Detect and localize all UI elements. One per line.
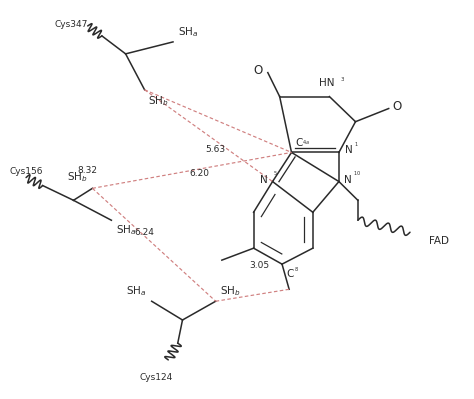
Text: 3.05: 3.05 <box>250 261 270 270</box>
Text: Cys347: Cys347 <box>55 20 88 29</box>
Text: SH$_b$: SH$_b$ <box>148 95 169 109</box>
Text: N: N <box>344 174 351 185</box>
Text: Cys156: Cys156 <box>9 167 43 176</box>
Text: SH$_a$: SH$_a$ <box>178 25 198 39</box>
Text: 5.63: 5.63 <box>206 145 226 154</box>
Text: N: N <box>345 145 352 156</box>
Text: SH$_a$: SH$_a$ <box>127 284 147 298</box>
Text: $^{10}$: $^{10}$ <box>353 171 361 177</box>
Text: N: N <box>260 174 268 185</box>
Text: O: O <box>254 64 263 77</box>
Text: C: C <box>295 138 303 148</box>
Text: 6.24: 6.24 <box>135 228 155 237</box>
Text: $^3$: $^3$ <box>340 76 345 85</box>
Text: $^5$: $^5$ <box>273 171 278 177</box>
Text: $^1$: $^1$ <box>354 142 359 148</box>
Text: $^8$: $^8$ <box>294 266 299 272</box>
Text: O: O <box>392 100 402 113</box>
Text: SH$_b$: SH$_b$ <box>67 170 88 184</box>
Text: C: C <box>287 269 294 279</box>
Text: HN: HN <box>319 78 335 88</box>
Text: 8.32: 8.32 <box>78 166 98 175</box>
Text: FAD: FAD <box>429 236 449 247</box>
Text: Cys124: Cys124 <box>140 373 173 381</box>
Text: SH$_b$: SH$_b$ <box>220 284 241 298</box>
Text: $^{4a}$: $^{4a}$ <box>302 139 310 145</box>
Text: SH$_a$: SH$_a$ <box>116 223 137 237</box>
Text: 6.20: 6.20 <box>189 169 209 178</box>
